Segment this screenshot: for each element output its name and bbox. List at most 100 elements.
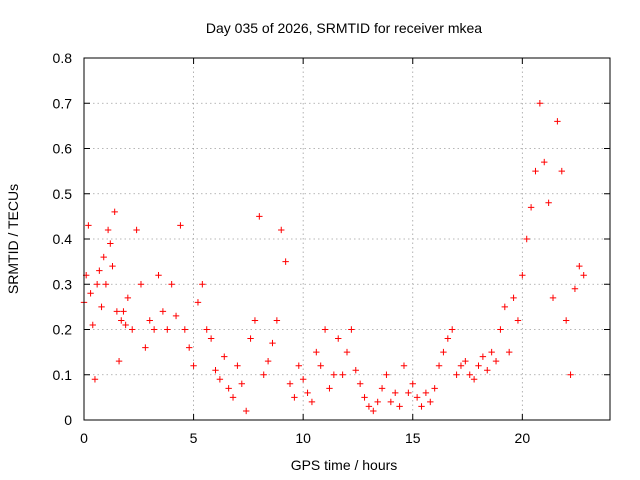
data-point (453, 371, 460, 378)
data-point (216, 376, 224, 383)
data-point (378, 385, 386, 392)
y-tick-label: 0.5 (53, 186, 73, 202)
data-point (523, 235, 530, 243)
data-point (133, 226, 140, 234)
data-point (580, 272, 587, 279)
data-point (308, 398, 316, 406)
y-tick-label: 0.4 (53, 231, 73, 247)
data-point (251, 317, 259, 324)
data-point (113, 308, 121, 315)
data-points (80, 100, 587, 415)
y-tick-label: 0.6 (53, 141, 73, 157)
data-point (199, 281, 206, 288)
data-point (242, 407, 250, 415)
data-point (365, 403, 373, 410)
data-point (304, 389, 311, 397)
data-point (396, 403, 403, 410)
data-point (111, 208, 118, 216)
data-point (221, 353, 228, 360)
data-point (146, 317, 153, 324)
axis-ticks (83, 57, 610, 421)
data-point (519, 272, 526, 279)
data-point (413, 394, 421, 401)
data-point (532, 167, 539, 175)
data-point (104, 226, 112, 234)
data-point (194, 299, 202, 306)
data-point (567, 371, 574, 378)
y-tick-label: 0.2 (53, 322, 73, 338)
data-point (479, 353, 487, 360)
data-point (422, 389, 430, 397)
x-tick-label: 15 (405, 430, 421, 446)
data-point (164, 326, 171, 333)
data-point (238, 380, 245, 387)
data-point (96, 267, 103, 274)
data-point (427, 398, 434, 406)
data-point (291, 394, 298, 401)
data-point (102, 281, 110, 288)
data-point (405, 389, 412, 397)
y-axis-label: SRMTID / TECUs (5, 184, 21, 294)
data-point (326, 385, 333, 392)
data-point (256, 213, 263, 220)
data-point (370, 407, 377, 415)
data-point (505, 348, 513, 356)
data-point (100, 253, 107, 261)
data-point (317, 362, 324, 369)
data-point (321, 326, 329, 333)
data-point (269, 339, 276, 347)
data-point (107, 240, 114, 247)
data-point (93, 281, 101, 288)
data-point (330, 371, 338, 378)
data-point (260, 371, 267, 378)
x-tick-label: 0 (80, 430, 88, 446)
data-point (392, 389, 399, 397)
data-point (225, 385, 232, 392)
data-point (190, 362, 197, 369)
data-point (229, 394, 237, 401)
data-point (475, 362, 482, 369)
x-tick-label: 10 (295, 430, 311, 446)
data-point (207, 335, 215, 342)
data-point (466, 371, 473, 378)
data-point (492, 357, 500, 365)
data-point (541, 158, 548, 166)
data-point (545, 199, 552, 206)
data-point (120, 308, 127, 315)
data-point (313, 348, 320, 356)
data-point (435, 362, 443, 369)
y-tick-label: 0.3 (53, 276, 73, 292)
data-point (348, 326, 355, 333)
data-point (409, 380, 416, 387)
data-point (562, 317, 570, 324)
data-point (549, 294, 557, 302)
data-point (488, 348, 495, 356)
y-tick-label: 0.8 (53, 50, 73, 66)
data-point (155, 272, 162, 279)
data-point (387, 398, 395, 406)
x-tick-label: 20 (515, 430, 531, 446)
data-point (514, 317, 522, 324)
data-point (122, 321, 129, 329)
data-point (87, 290, 94, 297)
data-point (159, 308, 167, 315)
data-point (129, 326, 136, 333)
data-point (462, 357, 469, 365)
data-point (554, 118, 561, 125)
data-point (247, 335, 254, 342)
data-point (264, 357, 272, 365)
plot-frame (83, 57, 611, 421)
data-point (91, 376, 99, 383)
data-point (115, 357, 123, 365)
data-point (374, 398, 381, 406)
data-point (299, 376, 307, 383)
x-tick-labels: 0 5 10 15 20 (80, 430, 530, 446)
data-point (118, 317, 125, 324)
data-point (497, 326, 504, 333)
data-point (124, 294, 132, 302)
data-point (172, 312, 180, 320)
y-tick-label: 0.7 (53, 95, 73, 111)
data-point (273, 317, 281, 324)
data-point (142, 344, 149, 351)
